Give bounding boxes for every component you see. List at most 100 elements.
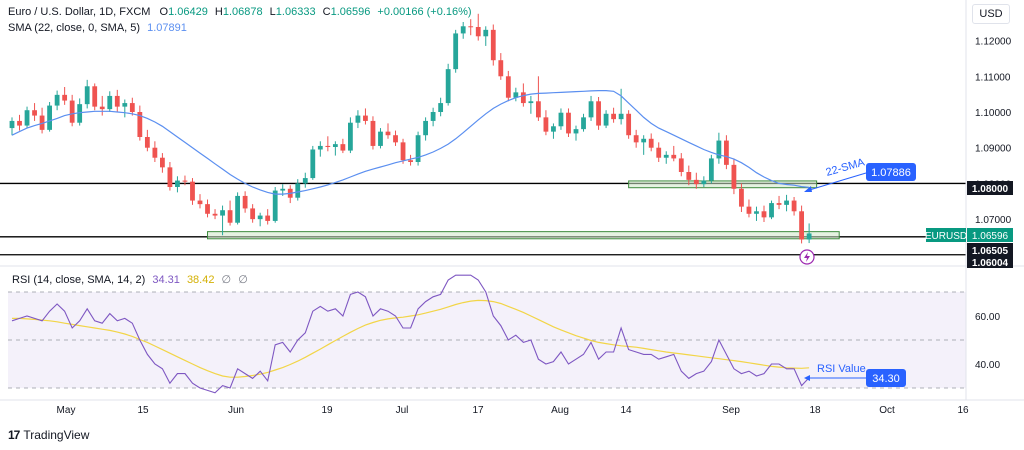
level-10600-badge xyxy=(967,256,1013,268)
candle xyxy=(686,165,692,186)
support-zone[interactable] xyxy=(207,231,840,240)
candle-body xyxy=(24,110,30,126)
candle-body xyxy=(754,211,759,214)
candle-body xyxy=(175,180,180,187)
candle-body xyxy=(641,138,647,143)
candle xyxy=(806,223,812,244)
candle-body xyxy=(558,112,564,127)
candle xyxy=(528,95,534,114)
candle-body xyxy=(363,115,368,121)
candle-body xyxy=(137,112,143,137)
time-tick-label: Aug xyxy=(551,405,569,416)
candle xyxy=(385,123,391,139)
candle xyxy=(641,135,647,155)
time-tick-label: Oct xyxy=(879,405,895,416)
candle xyxy=(678,153,684,177)
currency-button[interactable]: USD xyxy=(972,4,1010,24)
candle-body xyxy=(423,120,428,136)
candle xyxy=(475,13,481,41)
candle xyxy=(152,141,158,162)
candle-body xyxy=(302,178,308,184)
support-zone[interactable] xyxy=(628,180,818,189)
candle xyxy=(708,154,714,184)
candle-body xyxy=(265,215,271,221)
rsi-arrow-head xyxy=(804,375,810,381)
candle-body xyxy=(393,135,398,143)
time-tick-label: 18 xyxy=(809,405,821,416)
tradingview-logo-text: TradingView xyxy=(23,428,90,442)
rsi-line xyxy=(11,274,810,394)
chart-legend: Euro / U.S. Dollar, 1D, FXCM O1.06429 H1… xyxy=(8,6,472,18)
candle-body xyxy=(415,135,421,162)
candle xyxy=(302,172,308,188)
candle xyxy=(769,200,774,220)
candle-body xyxy=(513,92,519,98)
candle xyxy=(47,102,52,132)
candle-body xyxy=(235,195,240,223)
candle-body xyxy=(332,144,338,147)
candle-body xyxy=(152,147,158,158)
candle xyxy=(84,79,90,109)
sma-annotation-text: 22-SMA xyxy=(825,156,867,179)
candle-body xyxy=(325,145,331,147)
candle-body xyxy=(84,86,90,105)
candle xyxy=(92,83,98,111)
currency-label: USD xyxy=(979,8,1003,20)
candle-body xyxy=(348,122,353,151)
candle xyxy=(603,110,609,129)
candle xyxy=(468,19,474,36)
rsi-annotation-text: RSI Value xyxy=(817,363,866,375)
tradingview-logo[interactable]: 17 TradingView xyxy=(8,428,89,442)
candle-body xyxy=(212,213,218,216)
candle xyxy=(701,176,707,187)
candle xyxy=(17,114,22,131)
candle-body xyxy=(543,117,549,132)
candle xyxy=(370,116,376,150)
candle xyxy=(182,175,188,186)
candle xyxy=(438,97,444,117)
rsi-sma-line xyxy=(12,299,810,378)
candle xyxy=(663,151,669,164)
candle xyxy=(588,95,594,121)
sma-legend-label: SMA (22, close, 0, SMA, 5) xyxy=(8,22,141,34)
candle-body xyxy=(761,211,767,218)
candle-body xyxy=(370,120,376,146)
candle-body xyxy=(197,200,203,205)
candle-body xyxy=(505,76,511,98)
open-value: 1.06429 xyxy=(168,6,208,18)
candle-body xyxy=(806,233,812,240)
candle xyxy=(731,158,737,195)
time-tick-label: 17 xyxy=(472,405,484,416)
candle xyxy=(611,107,616,123)
sma-legend-value: 1.07891 xyxy=(147,22,187,34)
eurusd-name-badge xyxy=(926,228,966,242)
candle-body xyxy=(739,188,744,207)
candle xyxy=(400,138,406,164)
candle-body xyxy=(445,69,451,104)
candle-body xyxy=(566,112,571,134)
price-tick-label: 1.11000 xyxy=(975,72,1011,83)
candle xyxy=(784,194,789,212)
candle xyxy=(235,192,240,225)
candle-body xyxy=(573,129,579,134)
candle xyxy=(453,29,459,73)
candle-body xyxy=(498,60,504,77)
candle xyxy=(618,88,624,125)
candle-body xyxy=(536,101,541,118)
candle xyxy=(423,117,428,141)
rsi-legend-label: RSI (14, close, SMA, 14, 2) xyxy=(12,274,146,286)
candle-body xyxy=(716,140,722,159)
candle xyxy=(430,107,436,127)
candle xyxy=(190,178,195,205)
candle xyxy=(220,205,225,236)
candle xyxy=(99,95,105,116)
candle-body xyxy=(77,104,83,123)
lightning-icon xyxy=(804,252,810,262)
candle xyxy=(581,113,586,132)
candle xyxy=(483,26,489,46)
candle xyxy=(129,97,135,116)
candle xyxy=(348,117,353,154)
time-tick-label: 16 xyxy=(957,405,969,416)
time-tick-label: Sep xyxy=(722,405,740,416)
